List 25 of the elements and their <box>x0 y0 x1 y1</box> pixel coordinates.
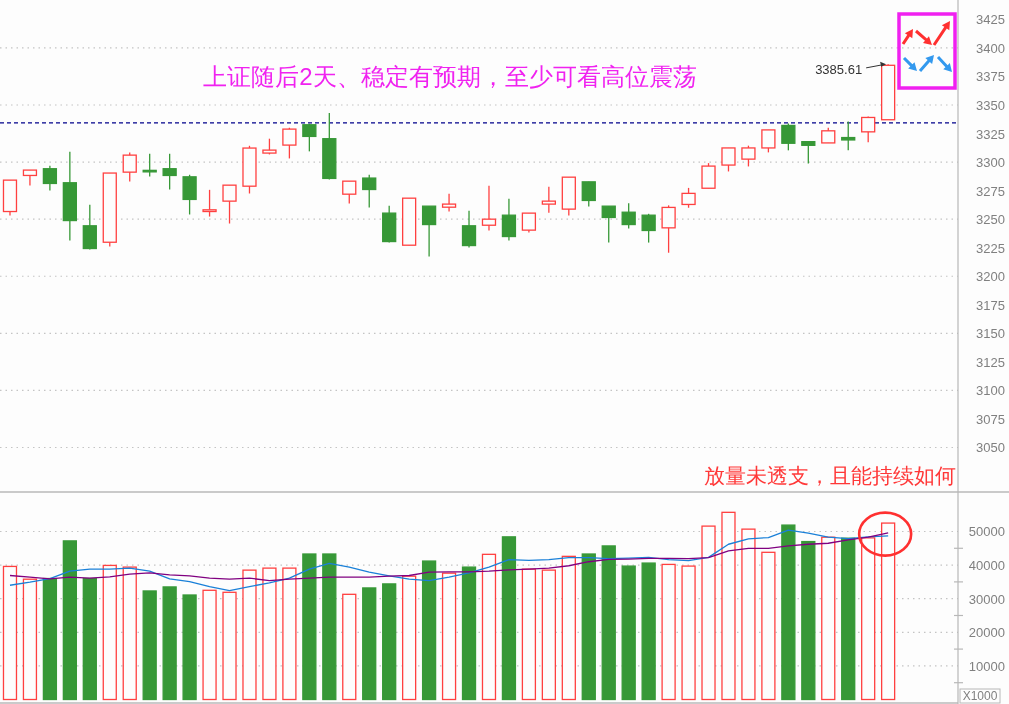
y-tick-label: 3100 <box>976 382 1005 398</box>
y-tick-label: 3375 <box>976 68 1005 84</box>
y-tick-label: 3050 <box>976 439 1005 455</box>
y-tick-label: 3250 <box>976 211 1005 227</box>
y-tick-label: 3175 <box>976 297 1005 313</box>
y-tick-label: 3325 <box>976 126 1005 142</box>
y-tick-label: 3200 <box>976 268 1005 284</box>
y-tick-label: 3075 <box>976 411 1005 427</box>
y-tick-label: 30000 <box>968 591 1005 607</box>
chart-title: 放量未透支，且能持续如何 <box>704 463 956 487</box>
y-tick-label: 3125 <box>976 354 1005 370</box>
y-tick-label: 40000 <box>968 557 1005 573</box>
unit-box: X1000 <box>959 688 1001 704</box>
y-tick-label: 3150 <box>976 325 1005 341</box>
text: 上证随后2天、稳定有预期，至少可看高位震荡 <box>203 62 697 90</box>
y-tick-label: 3400 <box>976 40 1005 56</box>
annotation: 3385.61 <box>815 61 863 77</box>
y-tick-label: 50000 <box>968 523 1005 539</box>
y-tick-label: 3225 <box>976 240 1005 256</box>
y-tick-label: 3350 <box>976 97 1005 113</box>
y-tick-label: 3300 <box>976 154 1005 170</box>
y-tick-label: 20000 <box>968 624 1005 640</box>
y-tick-label: 10000 <box>968 658 1005 674</box>
y-tick-label: 3275 <box>976 183 1005 199</box>
y-tick-label: 3425 <box>976 11 1005 27</box>
